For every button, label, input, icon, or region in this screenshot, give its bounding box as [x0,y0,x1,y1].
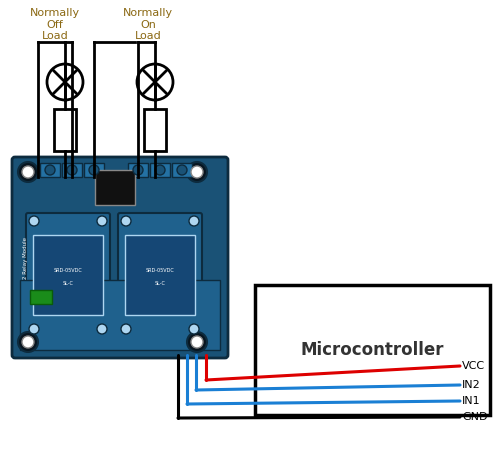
FancyBboxPatch shape [118,213,202,337]
Bar [255,285,490,415]
Text: Microcontroller: Microcontroller [301,341,444,359]
FancyBboxPatch shape [12,157,228,358]
Text: IN1: IN1 [462,396,480,406]
Bar [20,163,220,215]
Text: SRD-05VDC: SRD-05VDC [54,268,82,273]
Circle shape [29,216,39,226]
Text: 2 Relay Module: 2 Relay Module [22,236,28,279]
Circle shape [177,165,187,175]
Circle shape [22,336,34,348]
Bar [95,170,135,205]
Bar [84,163,104,177]
Bar [62,163,82,177]
Circle shape [67,165,77,175]
Circle shape [22,166,34,178]
Text: VCC: VCC [462,361,485,371]
Circle shape [187,162,207,182]
Bar [40,163,60,177]
Bar [150,163,170,177]
Text: Normally
Off
Load: Normally Off Load [30,8,80,41]
Bar [54,109,76,151]
FancyBboxPatch shape [26,213,110,337]
Bar [30,290,52,304]
Circle shape [189,324,199,334]
Text: SL-C: SL-C [154,280,166,285]
Circle shape [191,166,203,178]
Circle shape [137,64,173,100]
Bar [128,163,148,177]
Circle shape [29,324,39,334]
Circle shape [155,165,165,175]
Circle shape [187,332,207,352]
Bar [144,109,166,151]
Circle shape [89,165,99,175]
Circle shape [121,216,131,226]
Circle shape [18,332,38,352]
Text: IN2: IN2 [462,380,481,390]
Text: GND: GND [462,412,487,422]
Circle shape [18,162,38,182]
Text: SL-C: SL-C [62,280,74,285]
Bar [33,235,103,315]
Circle shape [121,324,131,334]
Circle shape [133,165,143,175]
Circle shape [97,324,107,334]
Circle shape [45,165,55,175]
Circle shape [191,336,203,348]
Circle shape [189,216,199,226]
Text: SRD-05VDC: SRD-05VDC [146,268,174,273]
Text: Normally
On
Load: Normally On Load [123,8,173,41]
Bar [172,163,192,177]
Circle shape [97,216,107,226]
Bar [125,235,195,315]
Bar [20,280,220,350]
Circle shape [47,64,83,100]
